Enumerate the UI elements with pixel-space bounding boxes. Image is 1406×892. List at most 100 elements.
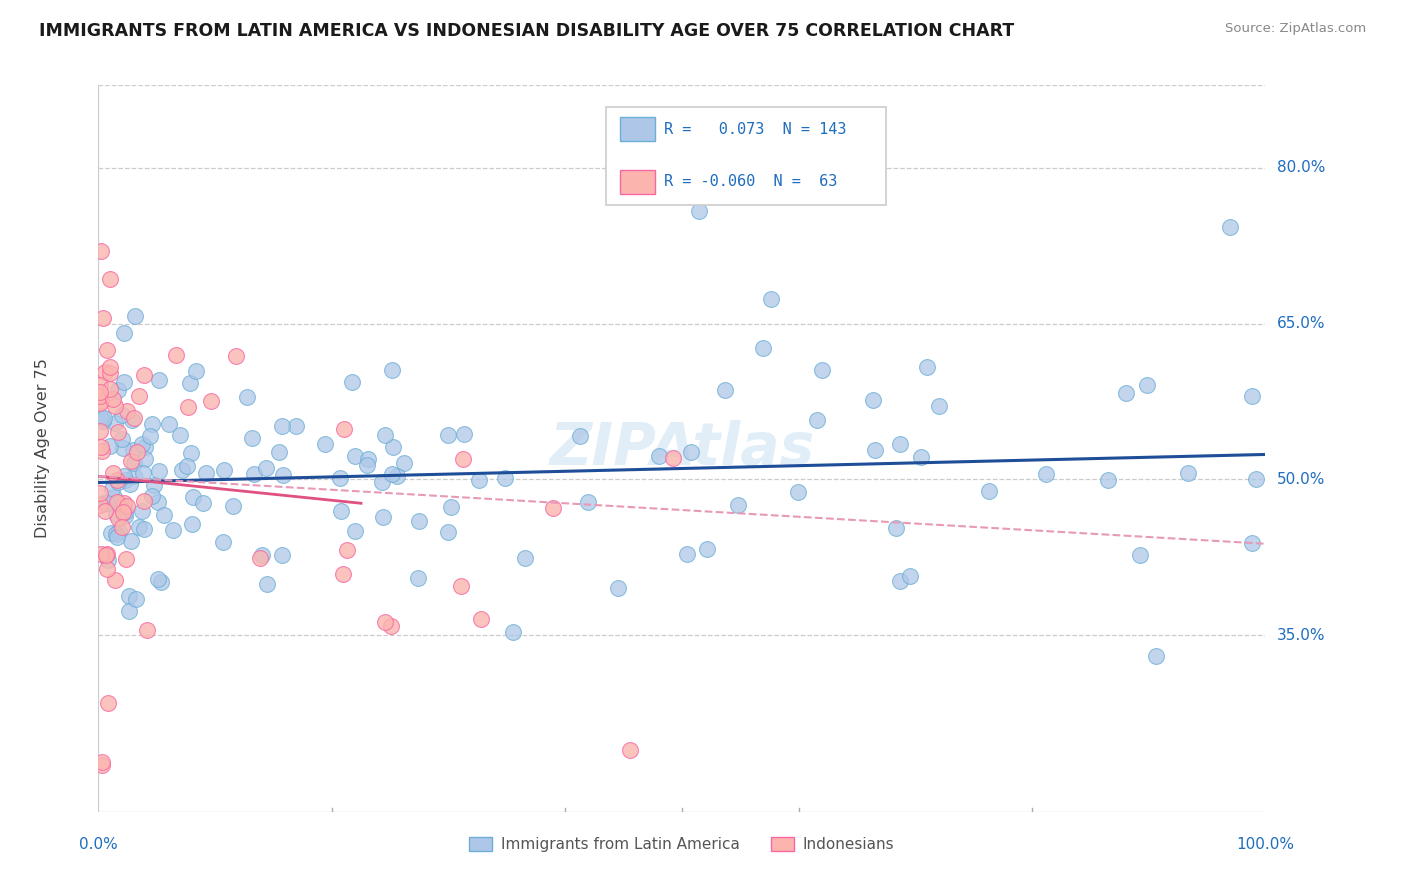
Point <box>696 542 718 557</box>
Point <box>120 534 142 549</box>
Point <box>889 437 911 451</box>
Point <box>96 547 118 561</box>
Point <box>90 755 112 769</box>
Point <box>679 444 702 458</box>
FancyBboxPatch shape <box>620 118 655 142</box>
Point <box>146 494 169 508</box>
Point <box>104 573 127 587</box>
Point <box>112 326 135 341</box>
Point <box>114 473 136 487</box>
Point <box>212 534 235 549</box>
Point <box>332 422 354 436</box>
Point <box>787 485 810 500</box>
Point <box>342 376 364 390</box>
Point <box>330 504 353 518</box>
Point <box>94 548 117 562</box>
FancyBboxPatch shape <box>620 169 655 194</box>
Point <box>91 311 114 326</box>
Point <box>898 569 921 583</box>
Point <box>440 500 463 515</box>
Point <box>181 517 204 532</box>
Point <box>543 500 565 515</box>
Point <box>122 456 145 470</box>
Point <box>181 490 204 504</box>
Point <box>191 496 214 510</box>
Point <box>132 368 155 382</box>
Point <box>107 511 129 525</box>
Point <box>453 427 475 442</box>
Text: 65.0%: 65.0% <box>1277 316 1324 331</box>
Point <box>134 440 156 454</box>
Point <box>200 394 222 409</box>
Point <box>121 413 143 427</box>
Point <box>96 343 118 357</box>
Point <box>371 475 394 490</box>
Point <box>172 463 194 477</box>
Point <box>96 496 118 510</box>
Text: R =   0.073  N = 143: R = 0.073 N = 143 <box>665 122 846 137</box>
Text: R = -0.060  N =  63: R = -0.060 N = 63 <box>665 174 838 189</box>
Point <box>112 496 135 510</box>
Point <box>107 425 129 439</box>
Point <box>138 428 160 442</box>
Point <box>162 523 184 537</box>
Point <box>101 467 124 481</box>
Point <box>105 507 128 521</box>
Point <box>89 389 111 403</box>
Point <box>884 521 907 535</box>
Point <box>180 446 202 460</box>
Text: IMMIGRANTS FROM LATIN AMERICA VS INDONESIAN DISABILITY AGE OVER 75 CORRELATION C: IMMIGRANTS FROM LATIN AMERICA VS INDONES… <box>39 22 1015 40</box>
Point <box>374 615 396 630</box>
Point <box>120 477 142 491</box>
Point <box>112 505 135 519</box>
Point <box>110 520 132 534</box>
Point <box>356 452 378 467</box>
Point <box>114 508 136 523</box>
Point <box>90 440 112 454</box>
Text: 100.0%: 100.0% <box>1236 837 1295 852</box>
Point <box>112 375 135 389</box>
Point <box>236 390 259 404</box>
Point <box>90 758 112 772</box>
Point <box>256 577 278 591</box>
Point <box>128 520 150 534</box>
Point <box>1240 389 1263 403</box>
Point <box>103 490 125 504</box>
Point <box>184 364 207 378</box>
Point <box>436 427 458 442</box>
Point <box>863 443 886 458</box>
Point <box>101 392 124 406</box>
Point <box>114 552 136 566</box>
Text: 0.0%: 0.0% <box>79 837 118 852</box>
Point <box>89 486 111 500</box>
Point <box>98 272 121 286</box>
Point <box>450 579 472 593</box>
Point <box>108 524 131 538</box>
Point <box>285 419 308 434</box>
Point <box>94 365 117 379</box>
Point <box>267 444 290 458</box>
Point <box>149 575 172 590</box>
Point <box>194 467 217 481</box>
Point <box>104 416 127 430</box>
Point <box>385 468 408 483</box>
Point <box>112 500 135 515</box>
Point <box>89 385 111 400</box>
Point <box>90 548 112 562</box>
Legend: Immigrants from Latin America, Indonesians: Immigrants from Latin America, Indonesia… <box>463 831 901 859</box>
Point <box>93 496 115 510</box>
Point <box>101 482 124 496</box>
Text: Disability Age Over 75: Disability Age Over 75 <box>35 359 49 538</box>
Point <box>115 500 138 514</box>
Point <box>93 410 115 425</box>
Point <box>225 349 247 363</box>
Point <box>222 499 245 513</box>
Point <box>889 574 911 589</box>
Point <box>381 363 404 377</box>
Point <box>176 459 198 474</box>
Point <box>98 366 121 380</box>
Point <box>336 542 359 557</box>
Point <box>107 383 129 397</box>
Point <box>143 478 166 492</box>
Point <box>648 449 671 463</box>
